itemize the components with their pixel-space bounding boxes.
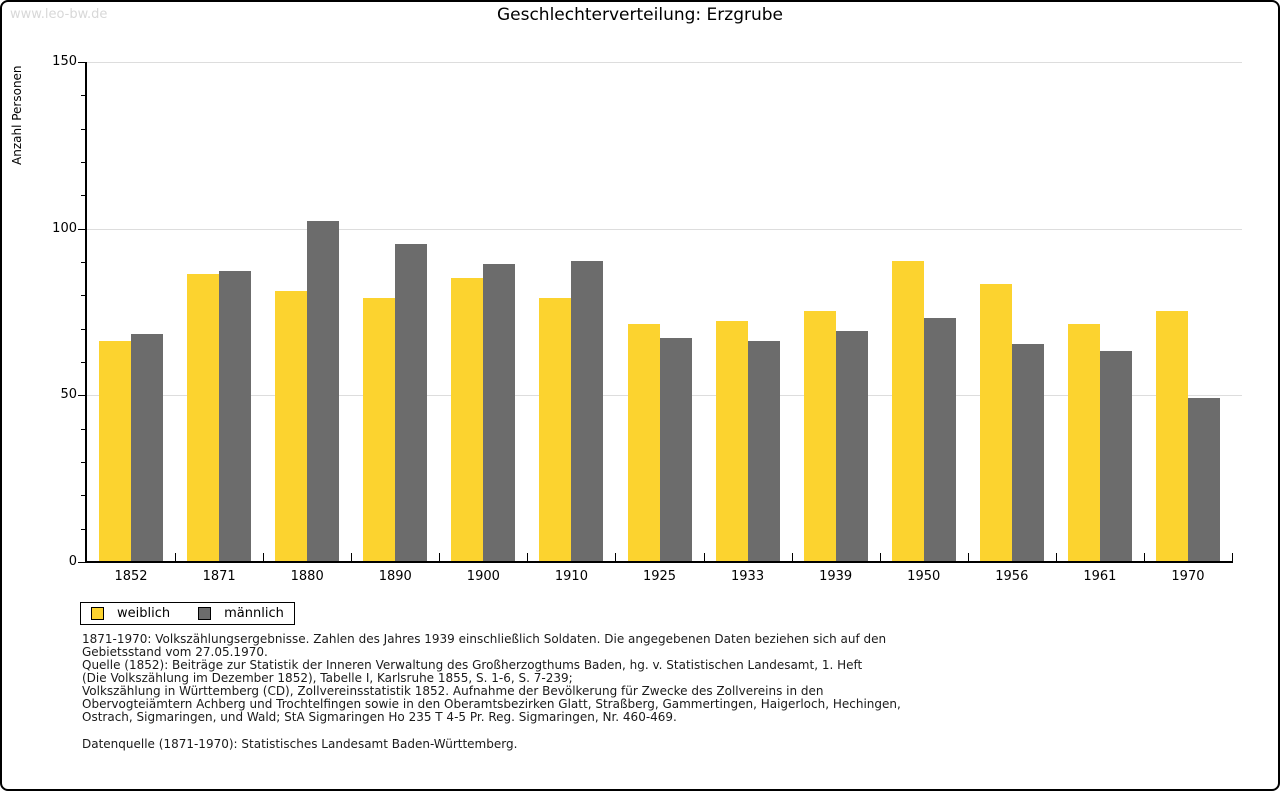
x-category-label-1852: 1852	[114, 569, 148, 584]
bar-weiblich-1852	[99, 341, 132, 561]
bar-weiblich-1910	[539, 297, 572, 561]
x-boundary-tick-7	[703, 553, 705, 561]
datasource-line: Datenquelle (1871-1970): Statistisches L…	[82, 737, 518, 751]
y-tick-label-0: 0	[68, 554, 77, 569]
bar-weiblich-1956	[979, 284, 1012, 561]
x-category-label-1910: 1910	[554, 569, 588, 584]
legend-label-weiblich: weiblich	[117, 606, 171, 621]
y-tick-label-150: 150	[52, 54, 77, 69]
y-minor-tick-80	[81, 295, 86, 297]
bar-weiblich-1961	[1067, 324, 1100, 561]
y-minor-tick-120	[81, 162, 86, 163]
x-boundary-tick-5	[527, 553, 529, 561]
x-boundary-tick-4	[439, 553, 441, 561]
x-boundary-tick-10	[967, 553, 969, 561]
y-major-tick-50	[78, 395, 86, 397]
x-category-label-1933: 1933	[731, 569, 765, 584]
legend-items: weiblich männlich	[91, 606, 284, 621]
y-minor-tick-60	[81, 362, 86, 363]
bar-männlich-1925	[659, 337, 692, 561]
legend-swatch-weiblich	[91, 607, 104, 620]
bar-weiblich-1950	[891, 261, 924, 561]
x-boundary-tick-13	[1232, 553, 1233, 561]
bar-männlich-1961	[1099, 351, 1132, 561]
footnote-line-6: Obervogteiämtern Achberg und Trochtelfin…	[82, 697, 901, 711]
footnote-line-2: Gebietsstand vom 27.05.1970.	[82, 645, 268, 659]
x-axis-line	[85, 561, 1233, 563]
legend-item-weiblich: weiblich	[91, 606, 170, 621]
x-boundary-tick-2	[263, 553, 265, 561]
y-minor-tick-90	[81, 262, 86, 263]
y-minor-tick-70	[81, 328, 86, 330]
bar-männlich-1890	[395, 244, 428, 561]
bar-männlich-1910	[571, 261, 604, 561]
x-category-label-1871: 1871	[202, 569, 236, 584]
x-boundary-tick-11	[1055, 553, 1057, 561]
x-category-label-1925: 1925	[642, 569, 677, 584]
bar-weiblich-1871	[187, 274, 220, 561]
x-category-label-1939: 1939	[819, 569, 853, 584]
y-minor-tick-140	[81, 95, 86, 97]
y-major-tick-100	[78, 228, 86, 230]
bar-männlich-1970	[1187, 397, 1220, 561]
y-minor-tick-130	[81, 128, 86, 130]
bar-weiblich-1939	[803, 311, 836, 561]
bar-weiblich-1900	[451, 277, 484, 561]
footnote-line-7: Ostrach, Sigmaringen, und Wald; StA Sigm…	[82, 710, 677, 724]
footnote-line-1: 1871-1970: Volkszählungsergebnisse. Zahl…	[82, 632, 887, 646]
bar-männlich-1852	[131, 334, 164, 561]
x-category-label-1890: 1890	[378, 569, 412, 584]
bar-männlich-1880	[307, 221, 340, 561]
bar-weiblich-1880	[275, 291, 308, 561]
bar-männlich-1956	[1011, 344, 1044, 561]
y-axis-line	[85, 62, 87, 563]
footnote-line-4: (Die Volkszählung im Dezember 1852), Tab…	[82, 671, 573, 685]
y-major-tick-150	[78, 62, 86, 63]
y-minor-tick-40	[81, 428, 86, 430]
chart-legend: weiblich männlich	[80, 602, 295, 625]
bar-männlich-1871	[219, 271, 252, 561]
x-category-label-1961: 1961	[1083, 569, 1117, 584]
x-boundary-tick-12	[1143, 553, 1145, 561]
x-boundary-tick-3	[351, 553, 353, 561]
bar-männlich-1939	[835, 331, 868, 561]
y-minor-tick-20	[81, 495, 86, 497]
watermark-leo-bw: www.leo-bw.de	[10, 7, 108, 22]
bar-männlich-1900	[483, 264, 516, 561]
x-boundary-tick-1	[175, 553, 177, 561]
x-boundary-tick-8	[791, 553, 793, 561]
bar-weiblich-1925	[627, 324, 660, 561]
y-minor-tick-10	[81, 528, 86, 530]
chart-title: Geschlechterverteilung: Erzgrube	[496, 5, 784, 25]
y-tick-label-50: 50	[60, 387, 77, 403]
y-major-tick-0	[78, 562, 86, 563]
bar-männlich-1933	[747, 341, 780, 561]
y-minor-tick-110	[81, 195, 86, 197]
x-boundary-tick-6	[615, 553, 617, 561]
footnote-line-5: Volkszählung in Württemberg (CD), Zollve…	[82, 684, 824, 698]
gridline-150	[87, 62, 1242, 63]
x-category-label-1950: 1950	[907, 569, 941, 584]
bar-weiblich-1890	[363, 297, 396, 561]
x-boundary-tick-9	[879, 553, 881, 561]
legend-swatch-männlich	[198, 607, 212, 620]
x-category-label-1970: 1970	[1171, 569, 1205, 584]
bar-weiblich-1970	[1155, 311, 1188, 561]
x-category-label-1900: 1900	[466, 569, 500, 584]
y-tick-label-100: 100	[52, 220, 77, 236]
bar-weiblich-1933	[715, 321, 748, 561]
gridline-100	[87, 228, 1242, 230]
footnote-lines: 1871-1970: Volkszählungsergebnisse. Zahl…	[82, 633, 901, 724]
y-minor-tick-30	[81, 462, 86, 463]
x-category-label-1956: 1956	[995, 569, 1029, 584]
legend-label-männlich: männlich	[224, 606, 284, 621]
x-category-label-1880: 1880	[290, 569, 324, 584]
footnotes-block: 1871-1970: Volkszählungsergebnisse. Zahl…	[82, 633, 901, 751]
bar-männlich-1950	[923, 317, 956, 561]
legend-item-männlich: männlich	[198, 606, 284, 621]
footnote-line-3: Quelle (1852): Beiträge zur Statistik de…	[82, 658, 863, 672]
